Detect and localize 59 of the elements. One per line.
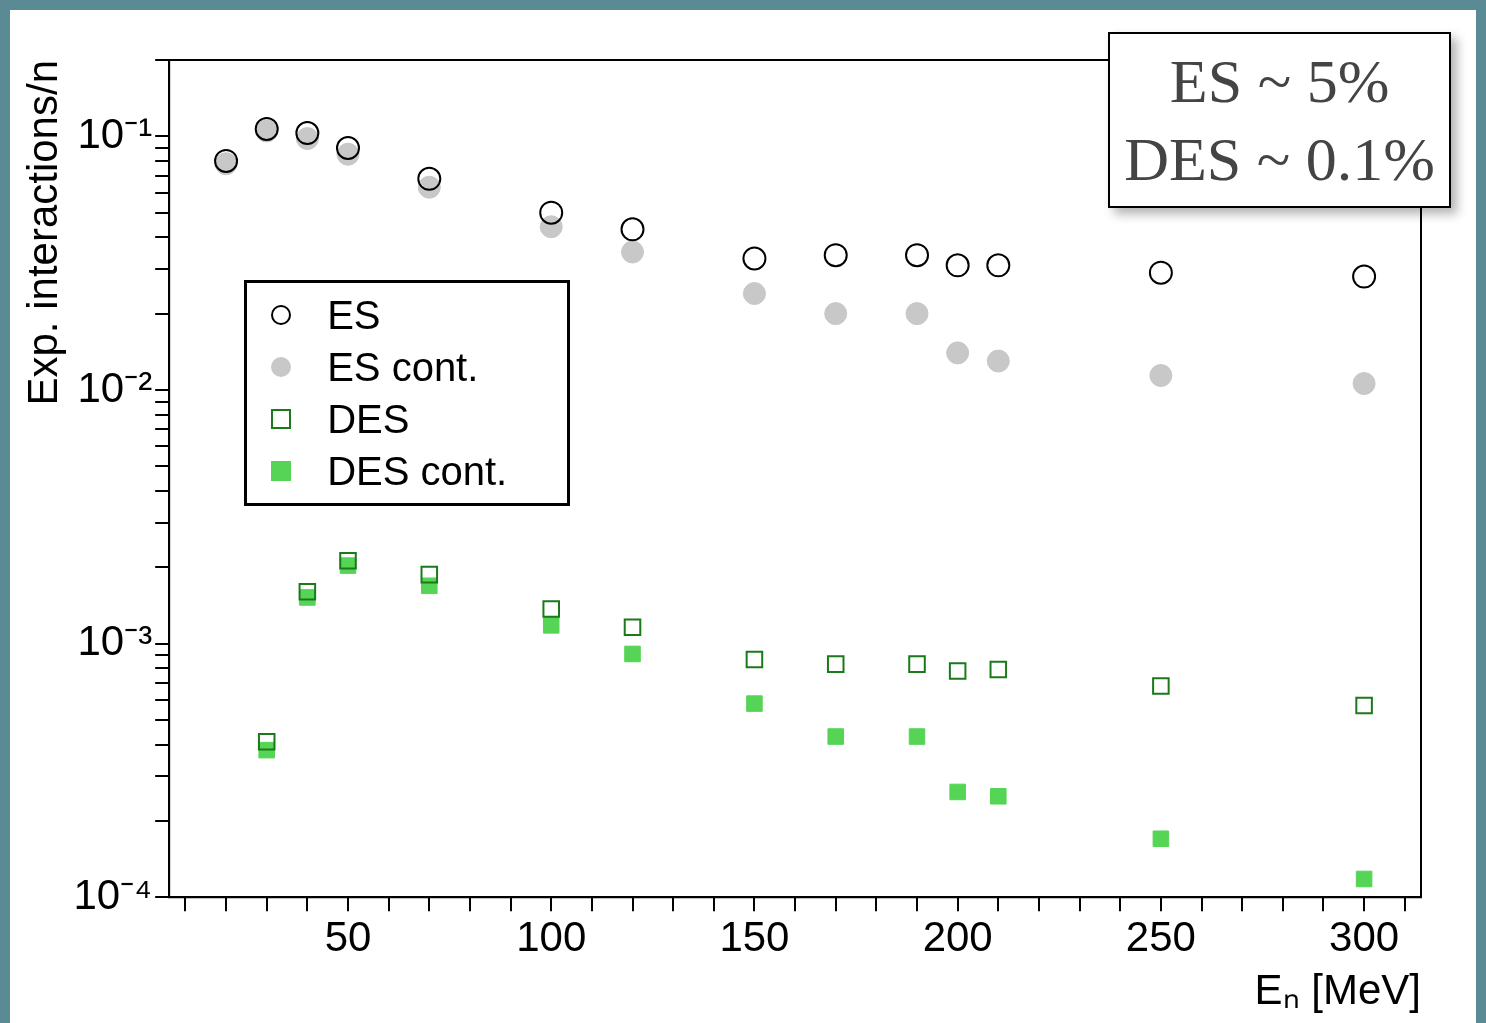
y-tick-label: 10⁻¹	[77, 109, 153, 157]
legend-label: DES	[327, 396, 410, 442]
point	[1352, 372, 1376, 396]
point	[624, 645, 641, 663]
point	[542, 600, 560, 618]
point	[339, 552, 357, 570]
point	[336, 135, 360, 160]
point	[542, 617, 560, 634]
point	[1149, 364, 1173, 388]
point	[1148, 260, 1173, 285]
point	[948, 662, 967, 680]
point	[946, 341, 970, 365]
y-tick-label: 10⁻⁴	[73, 870, 153, 918]
point	[824, 302, 848, 326]
point	[295, 121, 320, 146]
point	[905, 243, 930, 268]
legend-label: DES cont.	[327, 448, 508, 494]
point	[823, 243, 848, 268]
point	[417, 166, 442, 191]
point	[990, 788, 1007, 805]
x-axis-title: Eₙ [MeV]	[1254, 966, 1421, 1014]
x-tick-label: 150	[719, 912, 790, 960]
point	[420, 565, 439, 584]
point	[1152, 677, 1170, 695]
point	[1152, 830, 1170, 848]
y-axis-title: Exp. interactions/n	[18, 60, 66, 406]
point	[945, 253, 970, 278]
point	[986, 253, 1011, 278]
point	[742, 282, 766, 306]
point	[745, 650, 764, 669]
y-tick-label: 10⁻³	[77, 617, 153, 665]
point	[621, 240, 645, 264]
legend-label: ES	[327, 292, 381, 338]
point	[908, 728, 926, 745]
x-tick-label: 300	[1329, 912, 1400, 960]
point	[539, 200, 564, 225]
x-tick-label: 50	[324, 912, 372, 960]
point	[298, 583, 317, 601]
point	[623, 618, 642, 637]
point	[986, 349, 1010, 373]
point	[949, 783, 966, 801]
annotation: ES ~ 5% DES ~ 0.1%	[1124, 46, 1435, 195]
point	[827, 728, 844, 745]
point	[826, 655, 845, 673]
y-tick-label: 10⁻²	[77, 363, 153, 411]
x-tick-label: 100	[516, 912, 587, 960]
point	[1355, 696, 1373, 715]
x-tick-label: 250	[1125, 912, 1196, 960]
point	[989, 660, 1008, 679]
point	[257, 733, 276, 751]
point	[620, 217, 645, 242]
point	[1352, 264, 1377, 289]
x-tick-label: 200	[922, 912, 993, 960]
point	[1355, 870, 1373, 888]
point	[905, 302, 929, 326]
legend-label: ES cont.	[327, 344, 479, 390]
point	[746, 695, 763, 712]
point	[742, 246, 767, 271]
point	[908, 655, 926, 673]
